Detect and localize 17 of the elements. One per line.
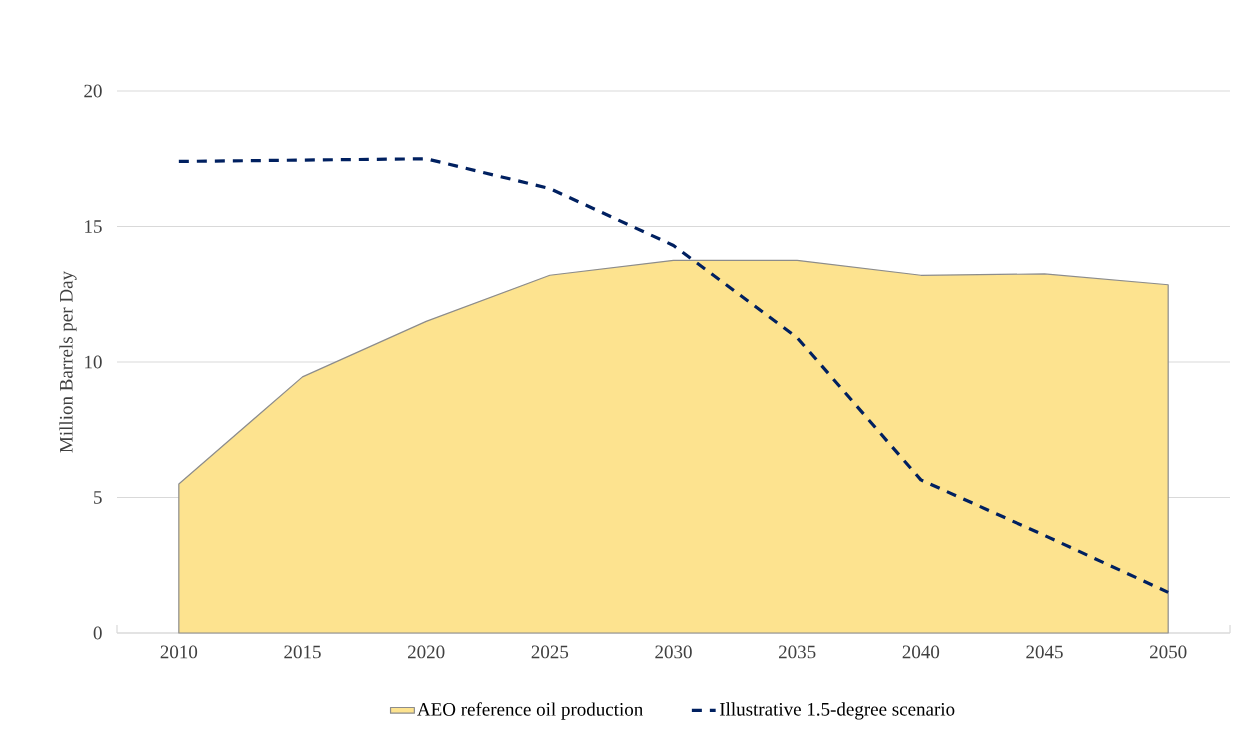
y-tick-label: 10 xyxy=(85,355,102,369)
y-tick-label: 5 xyxy=(94,491,102,504)
y-tick-label: 15 xyxy=(85,220,102,233)
y-tick-label: 0 xyxy=(93,626,102,640)
x-tick-label: 2020 xyxy=(408,645,445,659)
x-tick-label: 2010 xyxy=(160,645,198,659)
y-tick-label: 20 xyxy=(84,84,102,98)
x-tick-label: 2050 xyxy=(1150,645,1187,659)
y-axis-title: Million Barrels per Day xyxy=(59,271,77,453)
x-tick-label: 2030 xyxy=(655,645,692,659)
x-tick-label: 2015 xyxy=(284,645,321,659)
legend-label: AEO reference oil production xyxy=(417,702,643,720)
x-tick-label: 2045 xyxy=(1026,645,1063,659)
x-tick-label: 2040 xyxy=(902,645,940,659)
x-tick-label: 2035 xyxy=(779,645,816,659)
legend-label: Illustrative 1.5-degree scenario xyxy=(719,702,955,720)
x-tick-label: 2025 xyxy=(531,645,569,659)
